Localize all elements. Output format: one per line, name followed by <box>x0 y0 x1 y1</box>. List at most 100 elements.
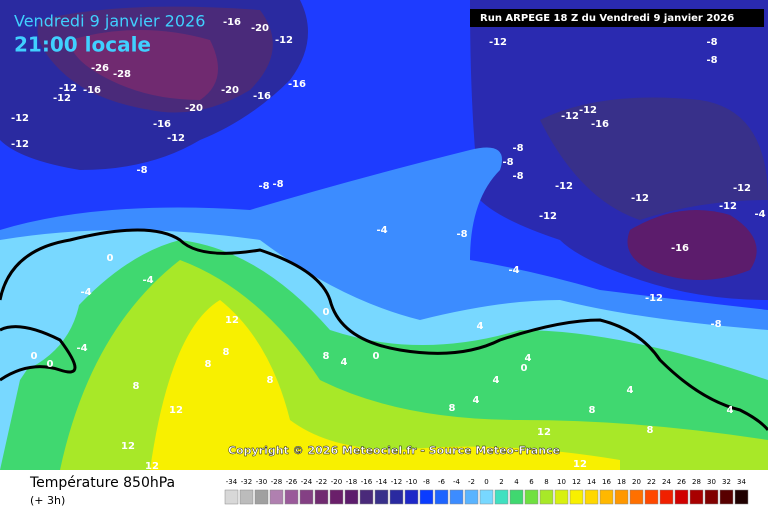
scale-cell <box>464 489 479 505</box>
contour-label: 8 <box>223 347 230 358</box>
contour-label: 4 <box>727 405 734 416</box>
contour-label: 12 <box>169 405 183 416</box>
cold-core <box>70 30 218 100</box>
scale-tick-label: -28 <box>271 478 282 486</box>
color-scale: -34 -32 -30 -28 -26 -24 -22 -20 -18 -16 -14 -12 -10-… <box>224 478 749 505</box>
contour-label: -8 <box>512 143 523 154</box>
scale-cell <box>659 489 674 505</box>
contour-label: -12 <box>561 111 579 122</box>
contour-label: -8 <box>710 319 721 330</box>
scale-tick-label: -8 <box>423 478 430 486</box>
scale-tick-label: -10 <box>406 478 417 486</box>
scale-tick-label: 6 <box>529 478 534 486</box>
contour-label: 0 <box>373 351 380 362</box>
contour-label: 8 <box>205 359 212 370</box>
cold-core <box>627 210 757 280</box>
contour-label: 0 <box>521 363 528 374</box>
contour-label: -4 <box>508 265 519 276</box>
contour-label: -28 <box>113 69 131 80</box>
scale-cell <box>389 489 404 505</box>
contour-labels: -12 -8-8-12-20-16-26-28-12 -16-12-20-16-16… <box>11 17 766 472</box>
scale-cell <box>494 489 509 505</box>
contour-label: -12 <box>539 211 557 222</box>
scale-tick-label: -16 <box>361 478 373 486</box>
contour-label: 12 <box>225 315 239 326</box>
copyright: Copyright © 2026 Meteociel.fr - Source M… <box>228 444 560 457</box>
scale-tick-label: 2 <box>499 478 503 486</box>
legend-title: Température 850hPa <box>29 475 175 491</box>
contour-label: 0 <box>47 359 54 370</box>
scale-cell <box>404 489 419 505</box>
scale-tick-label: 20 <box>632 478 641 486</box>
date: Vendredi 9 janvier 2026 <box>14 12 205 31</box>
contour-label: 8 <box>589 405 596 416</box>
scale-cell <box>569 489 584 505</box>
scale-tick-label: 8 <box>544 478 548 486</box>
contour-label: -16 <box>253 91 271 102</box>
contour-label: 8 <box>323 351 330 362</box>
contour-label: 4 <box>493 375 500 386</box>
scale-tick-label: -18 <box>346 478 357 486</box>
contour-label: 12 <box>121 441 135 452</box>
contour-label: 8 <box>647 425 654 436</box>
contour-label: 0 <box>31 351 38 362</box>
scale-tick-label: -20 <box>331 478 342 486</box>
scale-cell <box>449 489 464 505</box>
contour-label: -4 <box>142 275 153 286</box>
contour-label: -12 <box>275 35 293 46</box>
contour-label: 4 <box>477 321 484 332</box>
contour-label: -12 <box>59 83 77 94</box>
scale-tick-label: 4 <box>514 478 519 486</box>
scale-cell <box>434 489 449 505</box>
contour-label: -8 <box>512 171 523 182</box>
scale-tick-label: 14 <box>587 478 596 486</box>
contour-label: -8 <box>272 179 283 190</box>
scale-cell <box>599 489 614 505</box>
scale-tick-label: 32 <box>722 478 731 486</box>
scale-tick-label: 24 <box>662 478 671 486</box>
contour-label: -4 <box>80 287 91 298</box>
scale-tick-label: -6 <box>438 478 446 486</box>
scale-tick-label: -26 <box>286 478 298 486</box>
scale-tick-label: 18 <box>617 478 626 486</box>
scale-tick-label: -34 <box>226 478 238 486</box>
scale-tick-label: 30 <box>707 478 716 486</box>
contour-label: 4 <box>627 385 634 396</box>
scale-tick-label: 28 <box>692 478 701 486</box>
contour-label: -16 <box>223 17 241 28</box>
scale-cell <box>359 489 374 505</box>
scale-tick-label: 34 <box>737 478 746 486</box>
contour-label: -20 <box>185 103 203 114</box>
scale-tick-label: 10 <box>557 478 566 486</box>
cold-area <box>540 97 768 220</box>
scale-cell <box>539 489 554 505</box>
contour-label: -12 <box>719 201 737 212</box>
contour-label: -12 <box>555 181 573 192</box>
scale-cell <box>239 489 254 505</box>
contour-label: -12 <box>733 183 751 194</box>
contour-label: -12 <box>11 139 29 150</box>
contour-label: -8 <box>706 37 717 48</box>
scale-cell <box>509 489 524 505</box>
scale-cell <box>644 489 659 505</box>
scale-tick-label: -4 <box>453 478 461 486</box>
contour-label: -26 <box>91 63 109 74</box>
scale-cell <box>554 489 569 505</box>
zero-isotherm <box>0 228 768 431</box>
contour-label: 12 <box>537 427 551 438</box>
scale-cell <box>344 489 359 505</box>
scale-cell <box>689 489 704 505</box>
scale-cell <box>704 489 719 505</box>
scale-cell <box>299 489 314 505</box>
contour-label: -16 <box>288 79 306 90</box>
scale-cell <box>614 489 629 505</box>
contour-label: 8 <box>449 403 456 414</box>
scale-cell <box>719 489 734 505</box>
scale-cell <box>629 489 644 505</box>
scale-tick-label: -24 <box>301 478 313 486</box>
time: 21:00 locale <box>14 33 151 57</box>
scale-tick-label: -32 <box>241 478 252 486</box>
contour-label: 0 <box>107 253 114 264</box>
scale-cell <box>329 489 344 505</box>
